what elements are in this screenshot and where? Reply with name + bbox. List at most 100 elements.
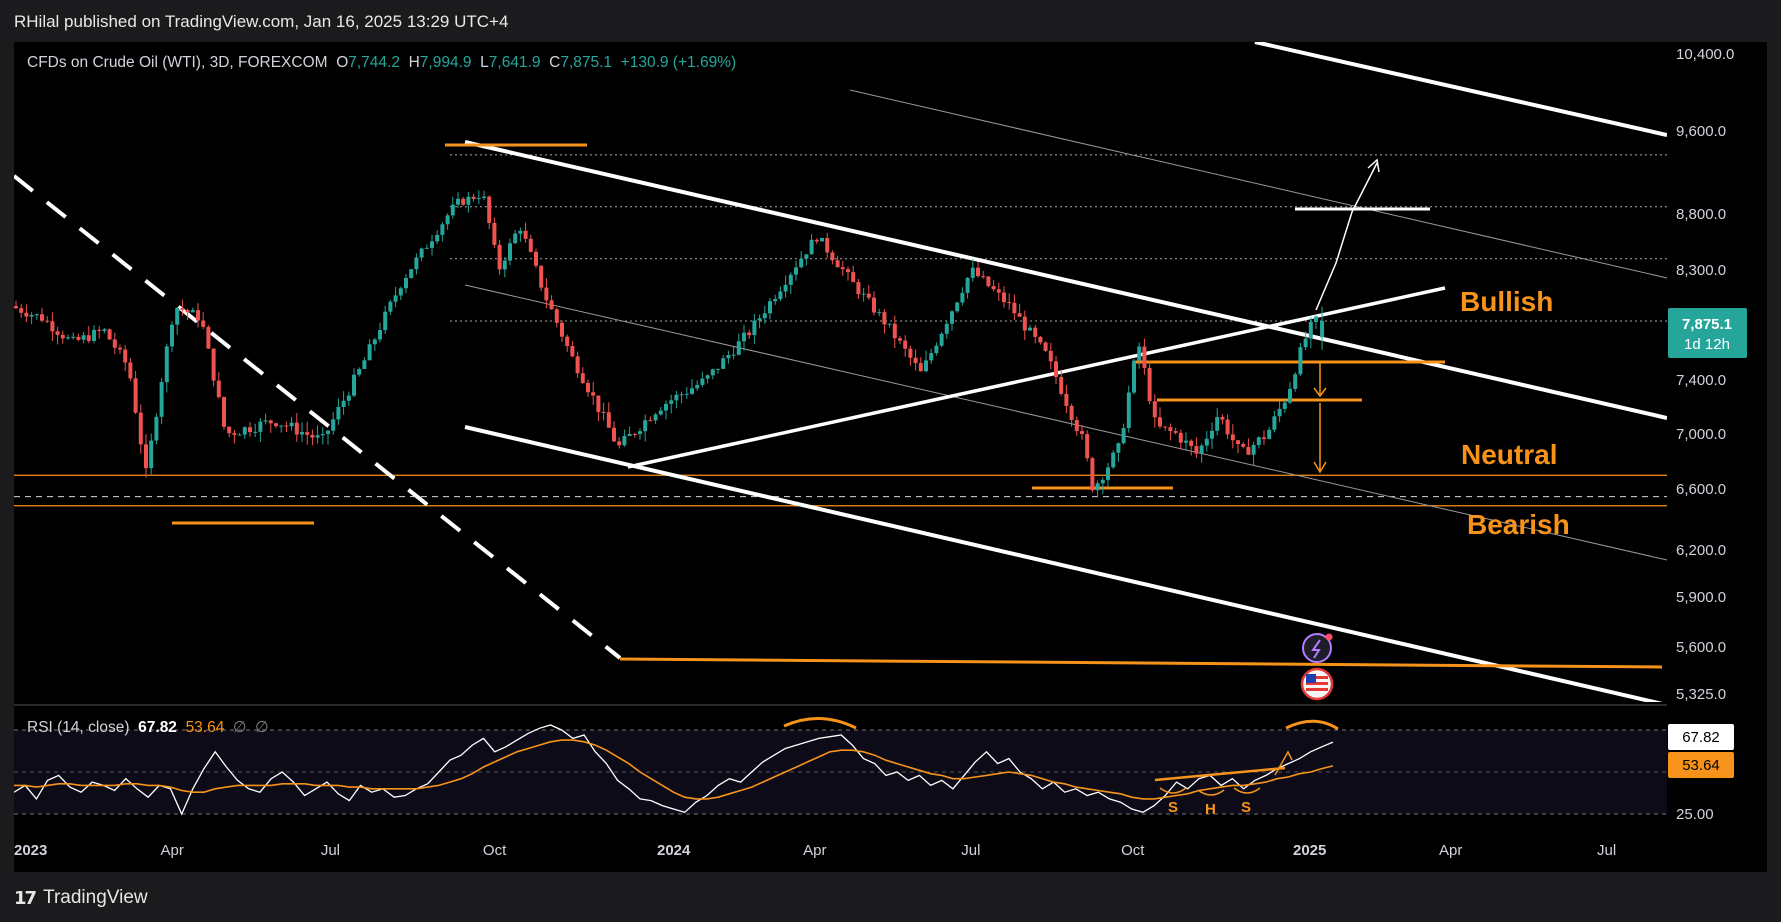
candle-body xyxy=(892,323,897,339)
flag-stripe-1 xyxy=(1306,676,1328,679)
candle-body xyxy=(960,292,965,303)
candle-body xyxy=(19,308,24,313)
flash-glyph xyxy=(1311,639,1321,659)
candle-body xyxy=(305,432,310,435)
rsi-ma-line xyxy=(14,739,1334,800)
candle-body xyxy=(778,291,783,300)
candle-body xyxy=(908,348,913,358)
high-value: 7,994.9 xyxy=(419,54,472,71)
candle-body xyxy=(216,380,221,398)
price-tick-label: 10,400.0 xyxy=(1676,46,1734,63)
candle-body xyxy=(398,288,403,296)
price-tick-label: 7,400.0 xyxy=(1676,372,1726,389)
candle-body xyxy=(1064,393,1069,406)
candle-body xyxy=(684,393,689,395)
candle-body xyxy=(788,274,793,285)
last-price-tag[interactable]: 7,875.1 1d 12h xyxy=(1668,308,1747,358)
candle-body xyxy=(565,336,570,347)
flag-stripe-3 xyxy=(1306,688,1328,691)
candle-body xyxy=(710,369,715,376)
candle-body xyxy=(632,434,637,436)
candle-body xyxy=(934,345,939,354)
pattern-label-s2: S xyxy=(1241,799,1251,816)
candle-body xyxy=(970,267,975,278)
label-bearish: Bearish xyxy=(1467,509,1570,540)
candle-body xyxy=(658,410,663,415)
event-icons[interactable] xyxy=(1300,633,1334,701)
symbol-legend[interactable]: CFDs on Crude Oil (WTI), 3D, FOREXCOM O7… xyxy=(27,54,736,72)
rsi-tag-bg xyxy=(1668,724,1734,750)
candle-body xyxy=(445,215,450,225)
price-tag-value: 7,875.1 xyxy=(1682,316,1732,333)
candle-body xyxy=(107,329,112,340)
candle-body xyxy=(372,339,377,345)
price-axis[interactable] xyxy=(1667,42,1767,842)
candle-body xyxy=(97,329,102,332)
candle-body xyxy=(518,230,523,234)
candle-body xyxy=(539,265,544,288)
rsi-annotations: S H S xyxy=(783,716,1339,818)
candle-body xyxy=(222,397,226,427)
lower-channel-line xyxy=(464,425,1663,702)
candle-body xyxy=(279,425,284,427)
tradingview-logo-icon: 17 xyxy=(14,887,37,909)
candle-body xyxy=(14,306,18,309)
candle-body xyxy=(1298,347,1303,375)
candle-body xyxy=(601,411,606,413)
candle-body xyxy=(643,420,648,432)
candle-body xyxy=(502,260,507,270)
candle-body xyxy=(695,384,700,389)
candle-body xyxy=(1017,313,1022,317)
footer[interactable]: 17 TradingView xyxy=(14,880,148,916)
candle-body xyxy=(986,276,991,287)
shoulder-arc-left xyxy=(1159,787,1187,794)
rsi-legend[interactable]: RSI (14, close) 67.82 53.64 ∅ ∅ xyxy=(27,718,269,737)
candle-body xyxy=(450,204,455,216)
candle-body xyxy=(471,196,476,199)
candle-body xyxy=(92,329,96,341)
candle-body xyxy=(944,323,949,334)
candle-body xyxy=(164,346,169,383)
candle-body xyxy=(227,426,232,434)
candle-body xyxy=(24,312,29,317)
candle-body xyxy=(133,378,138,413)
candle-body xyxy=(357,369,362,375)
rsi-tag-value: 67.82 xyxy=(1682,729,1720,746)
candle-body xyxy=(352,374,356,396)
candle-body xyxy=(86,335,91,341)
time-axis[interactable]: 2023 Apr Jul Oct 2024 Apr Jul Oct 2025 Apr Jul xyxy=(14,842,1616,859)
candle-body xyxy=(1048,350,1053,362)
candle-body xyxy=(461,198,466,205)
time-tick-label: 2024 xyxy=(657,842,691,859)
notification-dot xyxy=(1325,633,1333,641)
candle-body xyxy=(929,353,934,361)
candle-body xyxy=(1043,342,1048,351)
candle-body xyxy=(175,307,180,325)
candle-body xyxy=(846,269,850,273)
candle-body xyxy=(1236,440,1240,445)
candle-body xyxy=(996,289,1001,293)
candle-body xyxy=(123,349,128,363)
candle-body xyxy=(482,196,486,198)
candle-body xyxy=(523,230,528,239)
candle-body xyxy=(1210,430,1214,439)
rsi-ma-tag-value: 53.64 xyxy=(1682,757,1720,774)
candle-body xyxy=(965,277,970,293)
flag-canton xyxy=(1306,674,1316,683)
candle-body xyxy=(903,340,908,349)
time-tick-label: Oct xyxy=(1121,842,1145,859)
mid-channel-line xyxy=(464,284,1667,561)
candle-body xyxy=(487,196,492,223)
earnings-flash-icon[interactable] xyxy=(1302,633,1332,663)
time-tick-label: 2023 xyxy=(14,842,47,859)
candle-body xyxy=(440,224,445,235)
candle-body xyxy=(1168,427,1173,432)
rsi-top-arc-1 xyxy=(783,716,857,730)
candle-body xyxy=(1204,438,1209,446)
candle-body xyxy=(1199,445,1204,454)
price-tick-label: 5,900.0 xyxy=(1676,589,1726,606)
candle-body xyxy=(1095,483,1100,491)
candle-body xyxy=(1220,417,1225,420)
candle-body xyxy=(1308,321,1313,339)
